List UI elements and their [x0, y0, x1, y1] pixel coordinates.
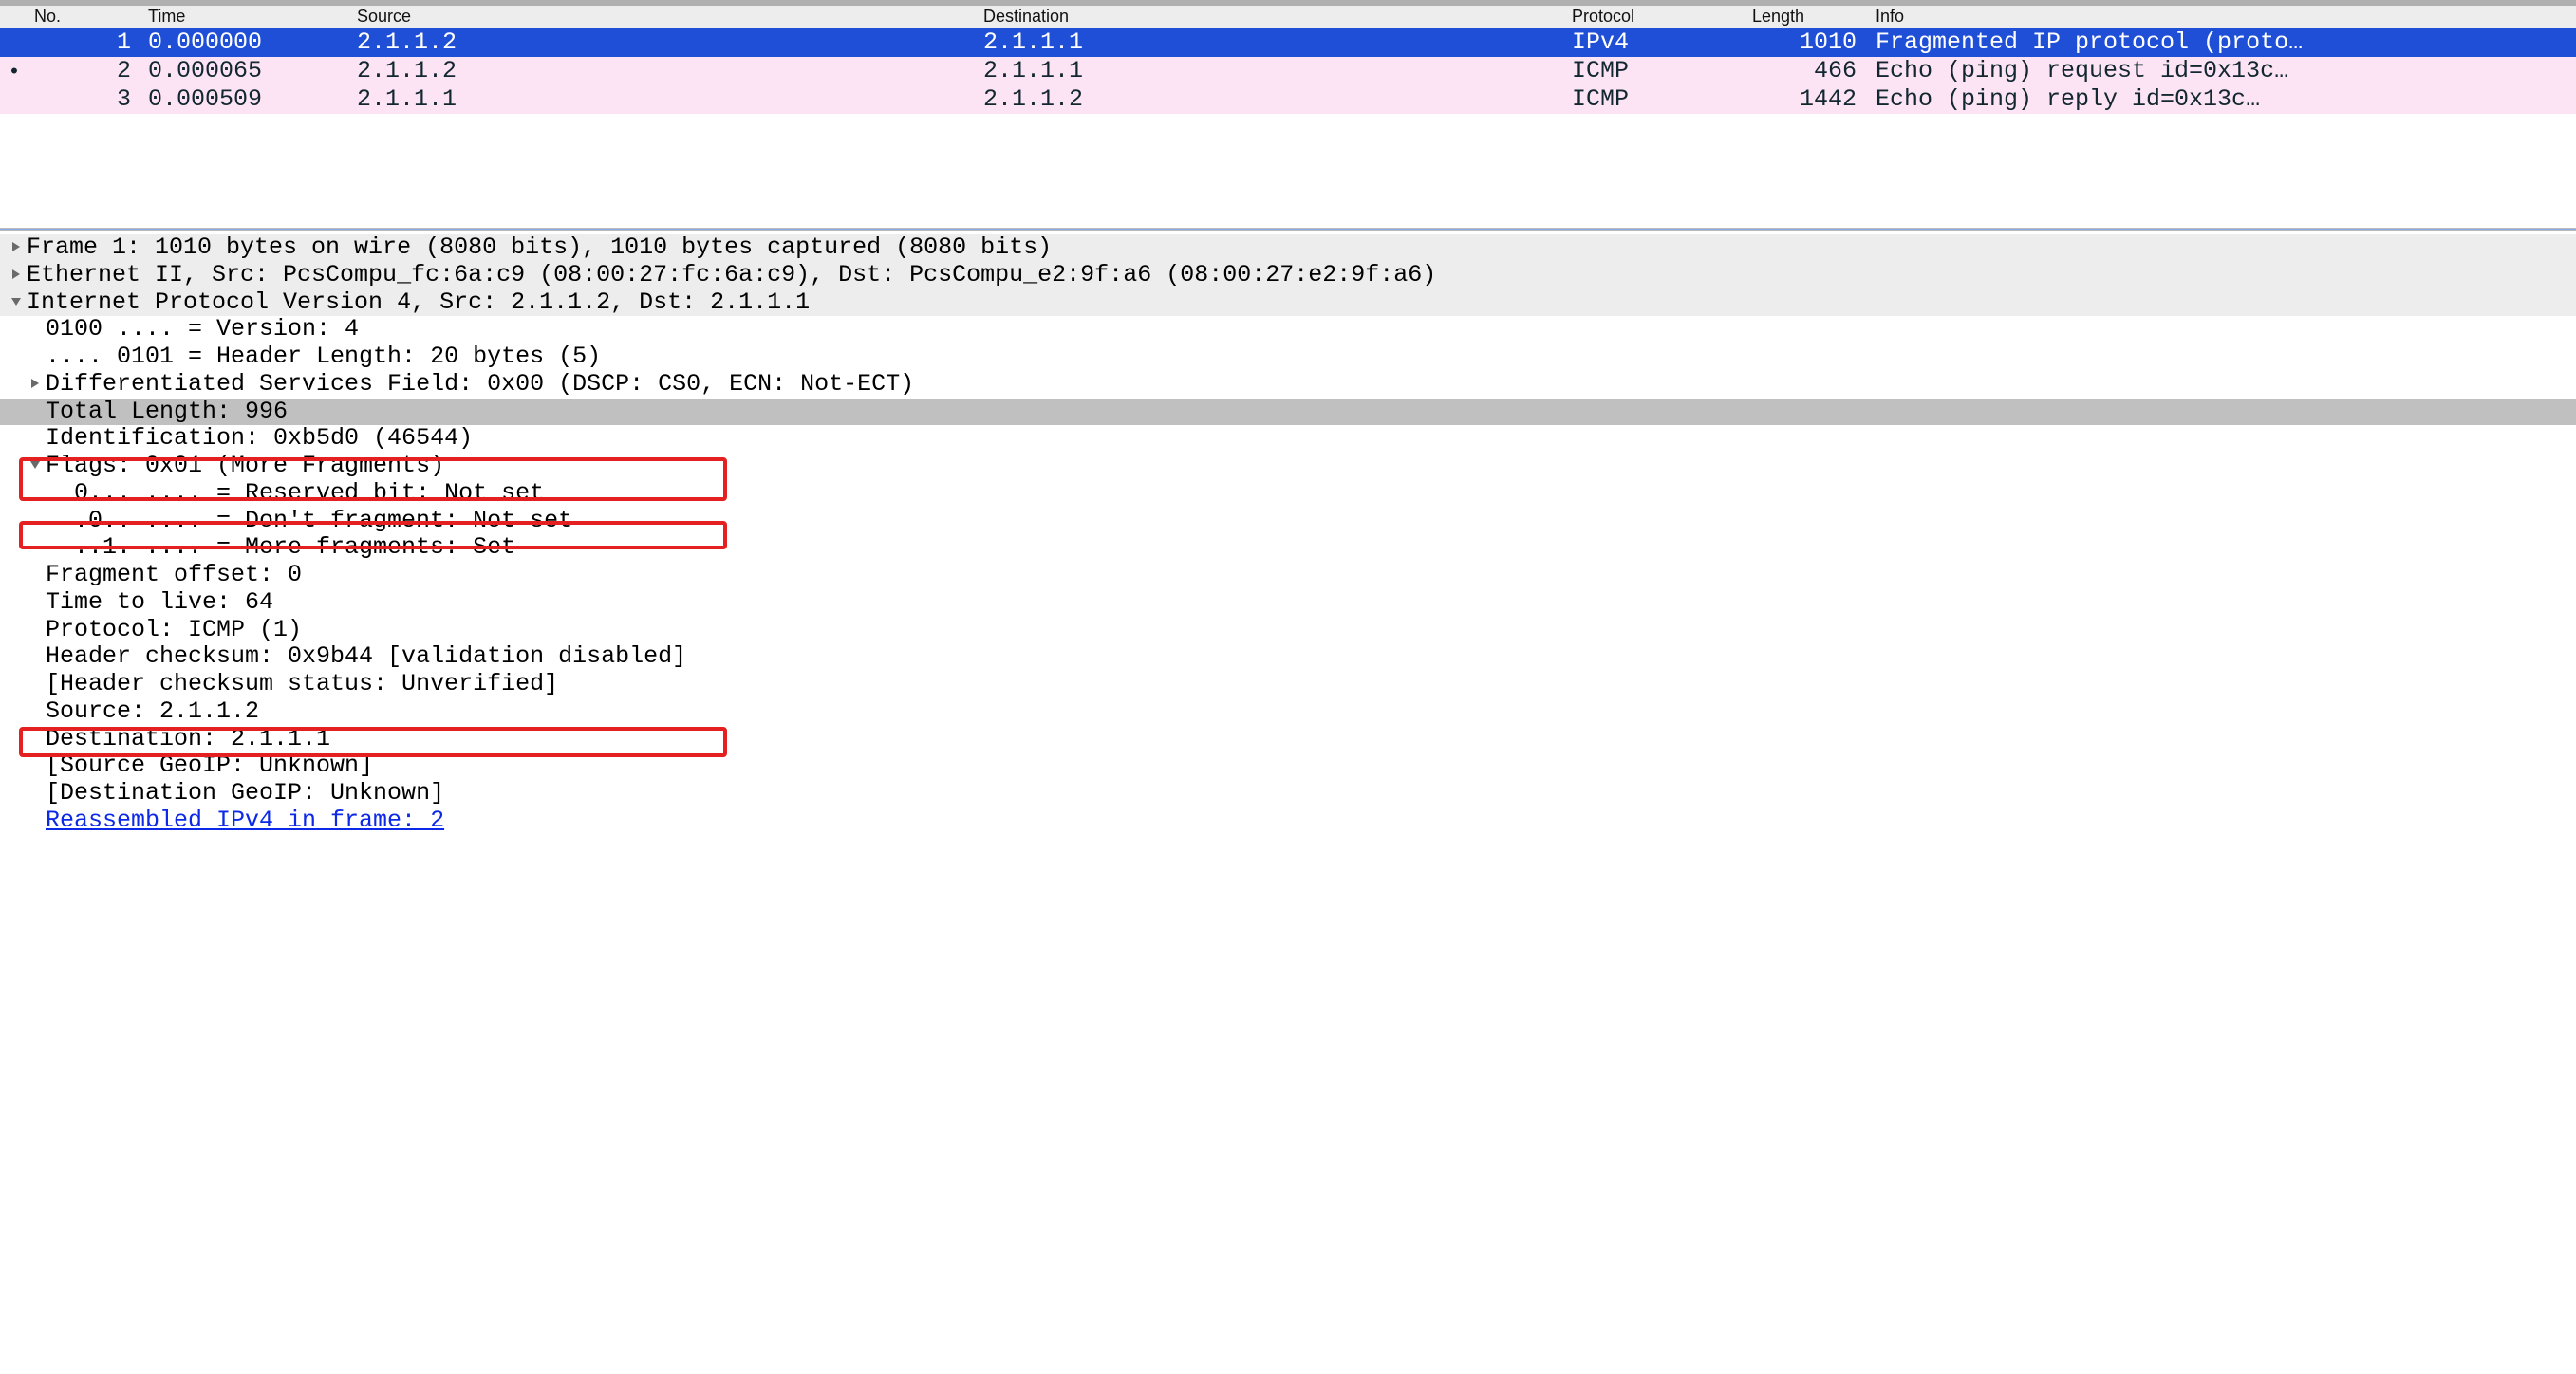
cell-source: 2.1.1.2 — [351, 57, 978, 85]
tree-item-frame[interactable]: Frame 1: 1010 bytes on wire (8080 bits),… — [0, 234, 2576, 262]
tree-label: Internet Protocol Version 4, Src: 2.1.1.… — [27, 289, 810, 317]
tree-label: .0.. .... = Don't fragment: Not set — [6, 508, 572, 535]
tree-item-dest-addr[interactable]: Destination: 2.1.1.1 — [0, 726, 2576, 753]
cell-info: Echo (ping) request id=0x13c… — [1870, 57, 2576, 85]
tree-item-checksum-status[interactable]: [Header checksum status: Unverified] — [0, 671, 2576, 698]
col-source[interactable]: Source — [351, 6, 978, 28]
tree-item-ethernet[interactable]: Ethernet II, Src: PcsCompu_fc:6a:c9 (08:… — [0, 262, 2576, 289]
col-length[interactable]: Length — [1746, 6, 1870, 28]
tree-label: Protocol: ICMP (1) — [6, 617, 302, 644]
tree-item-hlen[interactable]: .... 0101 = Header Length: 20 bytes (5) — [0, 344, 2576, 371]
col-info[interactable]: Info — [1870, 6, 2576, 28]
tree-label: [Header checksum status: Unverified] — [6, 671, 558, 698]
tree-item-flags[interactable]: Flags: 0x01 (More Fragments) — [0, 453, 2576, 480]
tree-item-fragment-offset[interactable]: Fragment offset: 0 — [0, 562, 2576, 589]
row-marker — [0, 28, 28, 58]
tree-item-reassembled[interactable]: Reassembled IPv4 in frame: 2 — [0, 808, 2576, 835]
reassembled-link[interactable]: Reassembled IPv4 in frame: 2 — [6, 808, 444, 835]
cell-info: Echo (ping) reply id=0x13c… — [1870, 85, 2576, 114]
cell-time: 0.000000 — [142, 28, 351, 58]
tree-label: Ethernet II, Src: PcsCompu_fc:6a:c9 (08:… — [27, 262, 1436, 289]
cell-destination: 2.1.1.1 — [978, 57, 1566, 85]
tree-item-identification[interactable]: Identification: 0xb5d0 (46544) — [0, 425, 2576, 453]
cell-destination: 2.1.1.2 — [978, 85, 1566, 114]
tree-item-reserved-bit[interactable]: 0... .... = Reserved bit: Not set — [0, 480, 2576, 508]
packet-list-body: 1 0.000000 2.1.1.2 2.1.1.1 IPv4 1010 Fra… — [0, 28, 2576, 115]
tree-label: Flags: 0x01 (More Fragments) — [46, 453, 444, 480]
tree-item-dsfield[interactable]: Differentiated Services Field: 0x00 (DSC… — [0, 371, 2576, 399]
cell-length: 1442 — [1746, 85, 1870, 114]
packet-list-table: No. Time Source Destination Protocol Len… — [0, 6, 2576, 114]
cell-protocol: ICMP — [1566, 85, 1746, 114]
collapse-arrow-icon[interactable] — [25, 453, 46, 480]
tree-label: Identification: 0xb5d0 (46544) — [6, 425, 473, 453]
cell-no: 1 — [28, 28, 142, 58]
tree-label: Differentiated Services Field: 0x00 (DSC… — [46, 371, 914, 399]
tree-label: Header checksum: 0x9b44 [validation disa… — [6, 643, 686, 671]
packet-list-empty-area — [0, 114, 2576, 228]
tree-label: [Destination GeoIP: Unknown] — [6, 780, 444, 808]
col-time[interactable]: Time — [142, 6, 351, 28]
tree-label: Destination: 2.1.1.1 — [6, 726, 330, 753]
cell-protocol: ICMP — [1566, 57, 1746, 85]
cell-time: 0.000065 — [142, 57, 351, 85]
cell-source: 2.1.1.2 — [351, 28, 978, 58]
expand-arrow-icon[interactable] — [6, 234, 27, 262]
col-marker[interactable] — [0, 6, 28, 28]
expand-arrow-icon[interactable] — [25, 371, 46, 399]
tree-item-version[interactable]: 0100 .... = Version: 4 — [0, 316, 2576, 344]
tree-item-ip[interactable]: Internet Protocol Version 4, Src: 2.1.1.… — [0, 289, 2576, 317]
cell-no: 3 — [28, 85, 142, 114]
tree-label: 0100 .... = Version: 4 — [6, 316, 359, 344]
collapse-arrow-icon[interactable] — [6, 289, 27, 317]
tree-label: Frame 1: 1010 bytes on wire (8080 bits),… — [27, 234, 1052, 262]
expand-arrow-icon[interactable] — [6, 262, 27, 289]
tree-item-dont-fragment[interactable]: .0.. .... = Don't fragment: Not set — [0, 508, 2576, 535]
cell-destination: 2.1.1.1 — [978, 28, 1566, 58]
tree-item-ttl[interactable]: Time to live: 64 — [0, 589, 2576, 617]
tree-item-more-fragments[interactable]: ..1. .... = More fragments: Set — [0, 534, 2576, 562]
tree-label: 0... .... = Reserved bit: Not set — [6, 480, 544, 508]
row-marker: • — [0, 57, 28, 85]
tree-item-dest-geoip[interactable]: [Destination GeoIP: Unknown] — [0, 780, 2576, 808]
col-protocol[interactable]: Protocol — [1566, 6, 1746, 28]
cell-protocol: IPv4 — [1566, 28, 1746, 58]
cell-info: Fragmented IP protocol (proto… — [1870, 28, 2576, 58]
tree-label: .... 0101 = Header Length: 20 bytes (5) — [6, 344, 601, 371]
tree-label: Source: 2.1.1.2 — [6, 698, 259, 726]
row-marker — [0, 85, 28, 114]
cell-length: 1010 — [1746, 28, 1870, 58]
tree-item-source-addr[interactable]: Source: 2.1.1.2 — [0, 698, 2576, 726]
col-destination[interactable]: Destination — [978, 6, 1566, 28]
packet-row[interactable]: 3 0.000509 2.1.1.1 2.1.1.2 ICMP 1442 Ech… — [0, 85, 2576, 114]
cell-length: 466 — [1746, 57, 1870, 85]
tree-label: Time to live: 64 — [6, 589, 273, 617]
tree-item-total-length[interactable]: Total Length: 996 — [0, 399, 2576, 426]
tree-item-source-geoip[interactable]: [Source GeoIP: Unknown] — [0, 752, 2576, 780]
col-no[interactable]: No. — [28, 6, 142, 28]
wireshark-window: No. Time Source Destination Protocol Len… — [0, 0, 2576, 835]
tree-label: ..1. .... = More fragments: Set — [6, 534, 515, 562]
tree-label: Fragment offset: 0 — [6, 562, 302, 589]
tree-item-checksum[interactable]: Header checksum: 0x9b44 [validation disa… — [0, 643, 2576, 671]
tree-label: [Source GeoIP: Unknown] — [6, 752, 373, 780]
tree-label: Total Length: 996 — [6, 399, 288, 426]
packet-list-header-row: No. Time Source Destination Protocol Len… — [0, 6, 2576, 28]
packet-row[interactable]: • 2 0.000065 2.1.1.2 2.1.1.1 ICMP 466 Ec… — [0, 57, 2576, 85]
cell-no: 2 — [28, 57, 142, 85]
cell-time: 0.000509 — [142, 85, 351, 114]
cell-source: 2.1.1.1 — [351, 85, 978, 114]
packet-row[interactable]: 1 0.000000 2.1.1.2 2.1.1.1 IPv4 1010 Fra… — [0, 28, 2576, 58]
packet-details-pane: Frame 1: 1010 bytes on wire (8080 bits),… — [0, 231, 2576, 835]
tree-item-protocol[interactable]: Protocol: ICMP (1) — [0, 617, 2576, 644]
